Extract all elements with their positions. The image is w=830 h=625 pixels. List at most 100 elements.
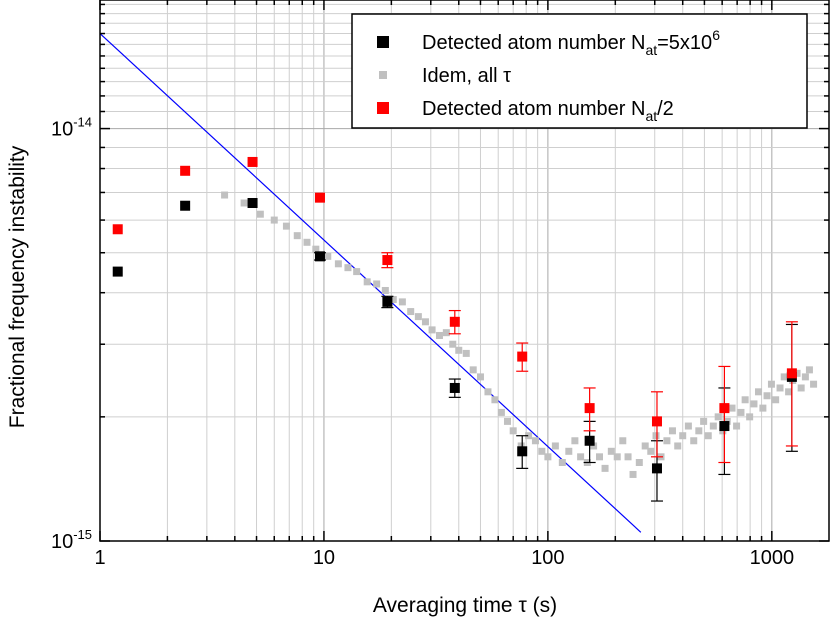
red-point	[180, 165, 191, 176]
grey-point	[595, 453, 603, 461]
grey-point	[503, 417, 511, 425]
legend-marker-grey	[379, 71, 387, 79]
axis-ticks: 1 10 100 1000 10-15 10-14	[51, 0, 829, 569]
grey-point	[674, 442, 682, 450]
red-point	[584, 403, 595, 414]
red-point	[651, 416, 662, 427]
legend: Detected atom number Nat=5x106 Idem, all …	[351, 13, 808, 129]
grey-point	[491, 396, 499, 404]
x-tick-label: 1000	[750, 547, 795, 569]
grey-point	[679, 432, 687, 440]
grey-point	[256, 210, 264, 218]
grey-point	[363, 278, 371, 286]
grey-point	[613, 453, 621, 461]
grey-point	[324, 252, 332, 260]
black-point	[314, 251, 325, 262]
grey-point	[793, 369, 801, 377]
legend-label-grey: Idem, all τ	[422, 65, 511, 87]
grey-point	[635, 459, 643, 467]
grey-point	[538, 447, 546, 455]
grey-point	[772, 396, 780, 404]
grey-point	[737, 408, 745, 416]
red-point	[112, 224, 123, 235]
legend-marker-red	[377, 102, 389, 114]
grey-point	[381, 286, 389, 294]
grey-point	[728, 404, 736, 412]
grey-point	[709, 422, 717, 430]
black-point	[382, 296, 393, 307]
black-point	[180, 200, 191, 211]
y-axis-label: Fractional frequency instability	[6, 145, 29, 428]
grey-point	[624, 453, 632, 461]
grey-point	[221, 191, 229, 199]
grey-point	[619, 437, 627, 445]
grey-point	[759, 404, 767, 412]
grey-point	[746, 413, 754, 421]
grey-point	[312, 245, 320, 253]
grey-point	[755, 388, 763, 396]
red-point	[719, 403, 730, 414]
grey-point	[695, 427, 703, 435]
grey-point	[805, 366, 813, 374]
x-tick-label: 10	[313, 547, 335, 569]
series-idem-all-tau	[221, 191, 818, 478]
y-tick-label: 10-14	[51, 115, 92, 141]
grey-point	[421, 318, 429, 326]
grey-point	[449, 340, 457, 348]
grey-point	[373, 280, 381, 288]
grey-point	[353, 268, 361, 276]
legend-label-red: Detected atom number Nat/2	[422, 98, 674, 124]
grey-point	[704, 432, 712, 440]
grey-point	[733, 422, 741, 430]
series-markers	[112, 156, 797, 474]
grey-point	[647, 447, 655, 455]
grey-point	[780, 373, 788, 381]
red-point	[786, 368, 797, 379]
grey-point	[484, 388, 492, 396]
grey-point	[544, 453, 552, 461]
grey-point	[741, 396, 749, 404]
grey-point	[344, 264, 352, 272]
grey-point	[607, 447, 615, 455]
grey-point	[652, 432, 660, 440]
grey-point	[455, 346, 463, 354]
grey-point	[565, 447, 573, 455]
grey-point	[663, 437, 671, 445]
grey-point	[810, 380, 818, 388]
grey-point	[407, 308, 415, 316]
x-axis-label: Averaging time τ (s)	[373, 594, 557, 617]
grey-point	[398, 298, 406, 306]
grey-point	[469, 366, 477, 374]
legend-box	[351, 13, 808, 129]
grey-point	[571, 437, 579, 445]
grey-point	[776, 384, 784, 392]
grey-point	[509, 427, 517, 435]
grey-point	[240, 199, 248, 207]
grey-point	[668, 427, 676, 435]
grey-point	[270, 216, 278, 224]
grey-point	[714, 413, 722, 421]
x-tick-label: 1	[94, 547, 105, 569]
grey-point	[428, 326, 436, 334]
grey-point	[476, 373, 484, 381]
grey-point	[442, 329, 450, 337]
error-bars	[313, 252, 798, 502]
grey-point	[601, 464, 609, 472]
grey-point	[551, 442, 559, 450]
grey-point	[641, 442, 649, 450]
grey-point	[517, 442, 525, 450]
grey-point	[690, 437, 698, 445]
grey-point	[590, 442, 598, 450]
red-point	[314, 192, 325, 203]
black-point	[449, 382, 460, 393]
grey-point	[785, 388, 793, 396]
black-point	[247, 197, 258, 208]
grey-point	[531, 437, 539, 445]
x-tick-label: 100	[531, 547, 564, 569]
black-point	[112, 266, 123, 277]
grey-point	[435, 331, 443, 339]
grey-point	[293, 232, 301, 240]
grey-point	[525, 432, 533, 440]
black-point	[517, 446, 528, 457]
